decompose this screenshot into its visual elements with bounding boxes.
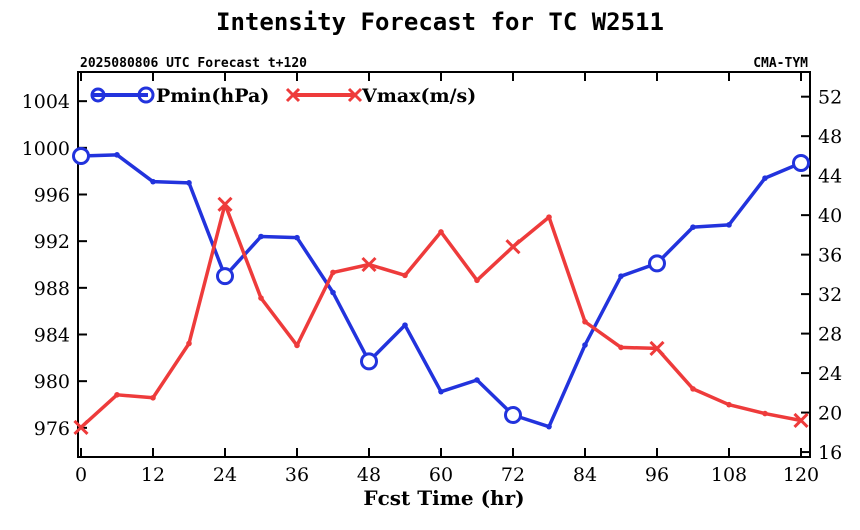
x-tick-label: 72 bbox=[501, 464, 525, 486]
series-vmax-point-marker bbox=[649, 340, 665, 356]
x-tick-label: 12 bbox=[141, 464, 165, 486]
series-pmin-point bbox=[546, 423, 552, 430]
legend: Pmin(hPa) Vmax(m/s) bbox=[90, 85, 476, 107]
series-pmin-point bbox=[294, 234, 300, 241]
series-vmax-point bbox=[150, 394, 156, 401]
series-pmin-point bbox=[726, 222, 732, 228]
series-pmin-point bbox=[474, 377, 480, 383]
series-vmax-point bbox=[114, 392, 120, 398]
y-right-tick-label: 48 bbox=[818, 126, 842, 148]
series-pmin-line bbox=[80, 153, 802, 429]
series-vmax-point bbox=[330, 269, 336, 276]
legend-pmin-label: Pmin(hPa) bbox=[156, 85, 269, 107]
series-vmax-point bbox=[438, 229, 444, 235]
series-vmax-point bbox=[294, 342, 300, 349]
legend-vmax-marker bbox=[347, 87, 363, 103]
y-right-tick-label: 16 bbox=[818, 442, 842, 464]
series-pmin-point bbox=[690, 224, 696, 230]
series-vmax-point bbox=[402, 272, 408, 279]
legend-vmax-label: Vmax(m/s) bbox=[361, 85, 476, 107]
series-pmin-point bbox=[582, 342, 588, 348]
series-pmin-point-marker bbox=[504, 406, 522, 424]
series-vmax-point bbox=[258, 295, 264, 301]
y-right-tick-label: 40 bbox=[818, 205, 842, 227]
model-name-label: CMA-TYM bbox=[753, 56, 808, 71]
series-vmax-point-marker bbox=[73, 419, 89, 435]
series-vmax-point bbox=[474, 277, 480, 284]
x-tick-label: 48 bbox=[357, 464, 381, 486]
axes-layer: 0 12 24 36 48 60 72 84 96 108 120 976 980 984 988 992 99… bbox=[22, 72, 842, 486]
series-vmax-point bbox=[726, 401, 732, 408]
legend-vmax-marker bbox=[285, 87, 301, 103]
legend-entry-vmax: Vmax(m/s) bbox=[285, 85, 476, 107]
y-right-tick-label: 24 bbox=[818, 363, 842, 385]
series-pmin-point-marker bbox=[216, 267, 234, 286]
series-vmax-point bbox=[546, 214, 552, 220]
y-left-tick-label: 996 bbox=[34, 185, 70, 207]
x-tick-label: 36 bbox=[285, 464, 309, 486]
x-axis-label: Fcst Time (hr) bbox=[363, 486, 524, 510]
y-right-tick-label: 52 bbox=[818, 87, 842, 109]
x-tick-label: 96 bbox=[645, 464, 669, 486]
legend-pmin-marker bbox=[137, 86, 155, 104]
y-left-tick-label: 992 bbox=[34, 231, 70, 253]
series-pmin-point-marker bbox=[648, 254, 666, 273]
legend-entry-pmin: Pmin(hPa) bbox=[90, 85, 269, 107]
x-tick-label: 84 bbox=[573, 464, 597, 486]
series-vmax-point bbox=[618, 344, 624, 351]
chart-title: Intensity Forecast for TC W2511 bbox=[216, 8, 664, 36]
series-vmax-point bbox=[690, 386, 696, 392]
series-pmin-point bbox=[186, 180, 192, 186]
x-tick-label: 0 bbox=[75, 464, 87, 486]
legend-pmin-marker bbox=[90, 87, 106, 103]
y-right-tick-label: 44 bbox=[818, 166, 842, 188]
series-pmin-point bbox=[402, 322, 408, 328]
series-vmax-point-marker bbox=[217, 196, 233, 212]
y-left-tick-label: 984 bbox=[34, 325, 70, 347]
y-right-tick-label: 32 bbox=[818, 284, 842, 306]
series-pmin-point bbox=[114, 152, 120, 158]
series-vmax-point-marker bbox=[505, 239, 521, 255]
series-layer bbox=[72, 147, 810, 435]
y-left-tick-label: 1000 bbox=[22, 138, 70, 160]
y-right-tick-label: 36 bbox=[818, 245, 842, 267]
y-left-tick-label: 980 bbox=[34, 371, 70, 393]
series-pmin-point bbox=[618, 273, 624, 279]
y-left-tick-label: 976 bbox=[34, 418, 70, 440]
plot-frame bbox=[77, 71, 811, 458]
y-left-tick-label: 1004 bbox=[22, 91, 70, 113]
series-pmin-point bbox=[438, 388, 444, 395]
series-pmin-point-marker bbox=[360, 352, 378, 371]
y-right-tick-label: 20 bbox=[818, 403, 842, 425]
series-pmin-point-marker bbox=[72, 147, 90, 165]
x-tick-label: 108 bbox=[711, 464, 747, 486]
series-pmin-point-marker bbox=[792, 154, 810, 172]
x-tick-label: 24 bbox=[213, 464, 237, 486]
y-right-tick-label: 28 bbox=[818, 324, 842, 346]
series-vmax-point bbox=[582, 318, 588, 325]
series-pmin-point bbox=[330, 289, 336, 296]
x-tick-label: 120 bbox=[783, 464, 819, 486]
series-vmax-point bbox=[186, 340, 192, 347]
x-tick-label: 60 bbox=[429, 464, 453, 486]
series-vmax-point-marker bbox=[361, 256, 377, 273]
series-vmax-point bbox=[762, 410, 768, 417]
series-pmin-point bbox=[258, 233, 264, 240]
forecast-init-label: 2025080806 UTC Forecast t+120 bbox=[80, 56, 307, 71]
y-left-tick-label: 988 bbox=[34, 278, 70, 300]
series-pmin-point bbox=[762, 175, 768, 181]
series-vmax-point-marker bbox=[793, 412, 809, 429]
series-pmin-point bbox=[150, 178, 156, 185]
